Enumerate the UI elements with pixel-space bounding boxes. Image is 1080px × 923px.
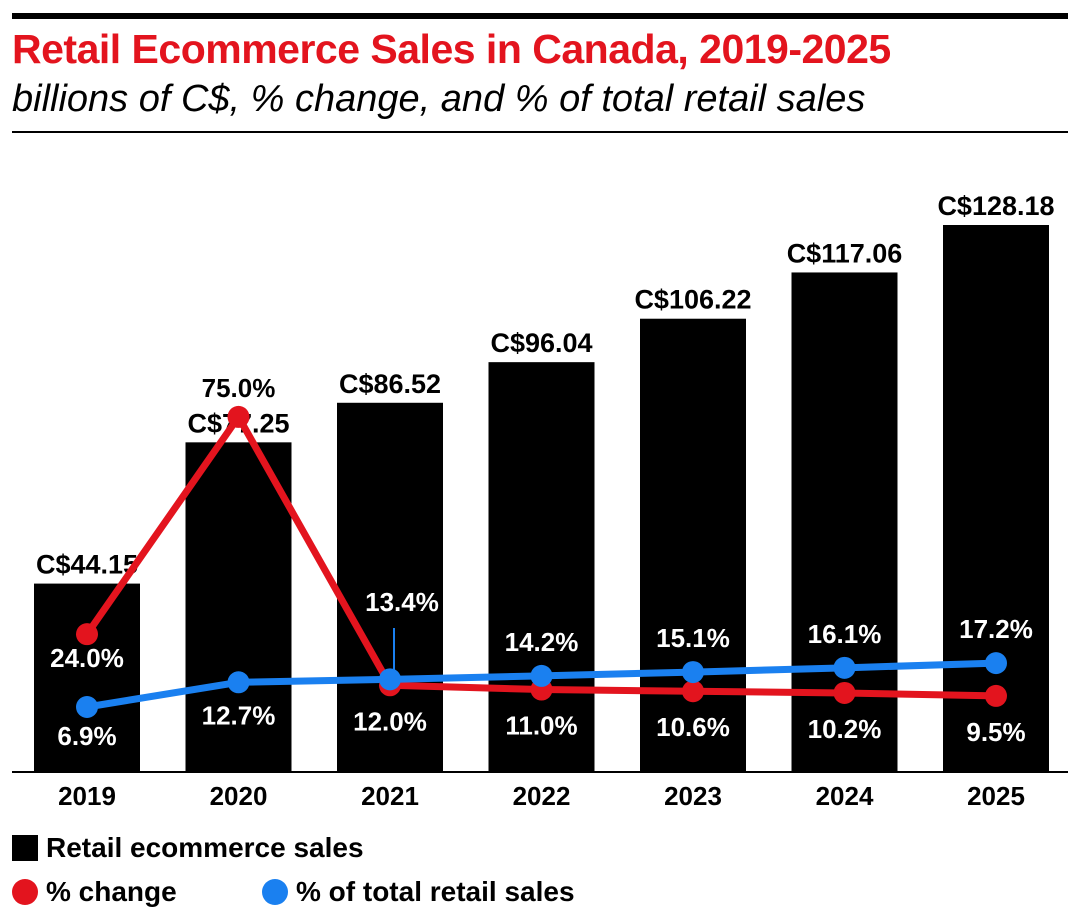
change-value-label: 11.0%: [505, 711, 577, 741]
x-tick-label: 2022: [513, 781, 571, 811]
legend-label-share: % of total retail sales: [296, 876, 575, 907]
bar: [488, 362, 595, 772]
bar-value-label: C$86.52: [339, 369, 441, 399]
change-value-label: 10.2%: [808, 714, 882, 744]
legend-item-share: % of total retail sales: [262, 876, 575, 908]
change-point: [833, 681, 856, 704]
legend-label-bars: Retail ecommerce sales: [46, 832, 364, 863]
share-value-label: 17.2%: [959, 614, 1033, 644]
header-rule: [12, 131, 1068, 133]
bar-value-label: C$117.06: [787, 238, 903, 268]
bar-value-label: C$128.18: [937, 191, 1054, 221]
change-value-label: 9.5%: [966, 717, 1025, 747]
bar-value-label: C$106.22: [634, 285, 751, 315]
bar: [640, 318, 746, 772]
bar-value-label: C$44.15: [36, 550, 138, 580]
change-value-label: 12.0%: [353, 706, 427, 736]
share-point: [833, 656, 856, 679]
bar: [337, 402, 443, 772]
share-point: [227, 671, 250, 694]
share-point: [76, 696, 98, 719]
bar: [185, 442, 292, 772]
share-value-label: 12.7%: [202, 700, 276, 730]
share-value-label: 15.1%: [656, 623, 730, 653]
top-rule: [12, 13, 1068, 19]
bar-value-label: C$96.04: [490, 328, 592, 358]
change-value-label: 10.6%: [656, 712, 730, 742]
chart-title: Retail Ecommerce Sales in Canada, 2019-2…: [12, 26, 891, 72]
bar: [943, 225, 1049, 772]
share-value-label: 6.9%: [57, 721, 116, 751]
x-tick-label: 2021: [361, 781, 419, 811]
change-point: [985, 684, 1007, 707]
x-tick-label: 2025: [967, 781, 1025, 811]
change-value-label: 24.0%: [50, 643, 124, 673]
combo-chart: 2019202020212022202320242025C$44.15C$77.…: [12, 191, 1068, 811]
change-point: [76, 623, 98, 646]
legend-blue-dot-icon: [262, 879, 288, 905]
share-point: [379, 668, 401, 691]
share-value-label: 16.1%: [808, 619, 882, 649]
x-tick-label: 2024: [816, 781, 874, 811]
x-tick-label: 2023: [664, 781, 722, 811]
change-value-label: 75.0%: [202, 373, 276, 403]
share-value-label: 14.2%: [505, 627, 579, 657]
change-point: [682, 680, 704, 703]
legend-item-bars: Retail ecommerce sales: [12, 832, 364, 864]
legend-item-change: % change: [12, 876, 177, 908]
x-tick-label: 2020: [210, 781, 268, 811]
share-point: [985, 652, 1007, 675]
legend-red-dot-icon: [12, 879, 38, 905]
x-tick-label: 2019: [58, 781, 116, 811]
share-point: [682, 661, 704, 684]
legend-square-icon: [12, 835, 38, 861]
chart-subtitle: billions of C$, % change, and % of total…: [12, 78, 866, 120]
legend-label-change: % change: [46, 876, 177, 907]
share-point: [530, 664, 553, 687]
share-value-label: 13.4%: [365, 587, 439, 617]
change-point: [227, 405, 250, 428]
bar: [34, 583, 140, 772]
